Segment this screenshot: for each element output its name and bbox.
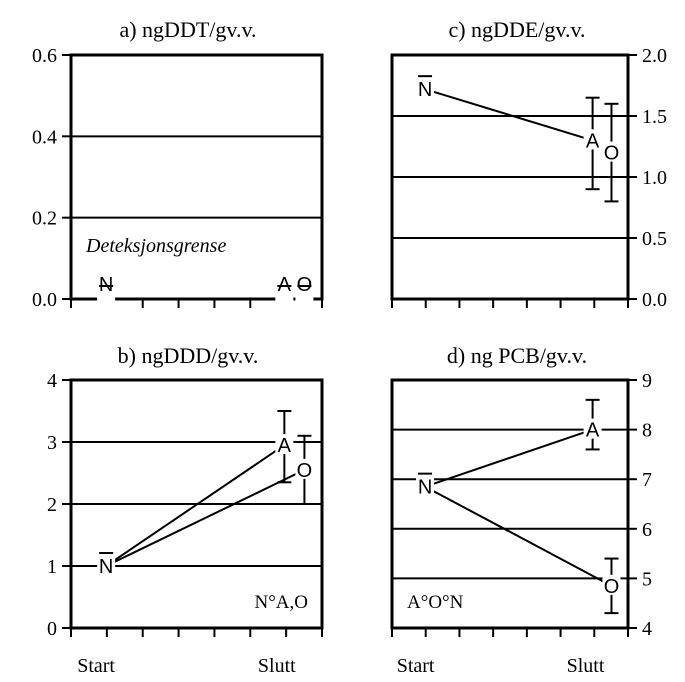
point-marker: A xyxy=(278,274,292,296)
x-label-end: Slutt xyxy=(567,655,605,677)
point-marker: O xyxy=(297,460,313,482)
marker-bg xyxy=(602,141,621,162)
y-tick-label: 3 xyxy=(47,432,57,454)
panel-title: c) ngDDE/gv.v. xyxy=(448,17,585,42)
y-tick-label: 1.5 xyxy=(642,106,667,128)
panel-annotation: N°A,O xyxy=(254,592,308,613)
plot-frame xyxy=(69,53,324,301)
y-tick-label: 0.4 xyxy=(32,126,57,148)
point-marker: A xyxy=(586,130,600,152)
y-tick-label: 8 xyxy=(642,420,652,442)
x-label-start: Start xyxy=(77,655,115,677)
point-marker: O xyxy=(297,274,313,296)
marker-bg xyxy=(295,458,314,479)
y-tick-label: 5 xyxy=(642,568,652,590)
marker-bg xyxy=(602,574,621,595)
marker-bg xyxy=(583,418,602,439)
point-marker: O xyxy=(604,576,620,598)
series-line xyxy=(424,88,593,142)
series-line xyxy=(105,469,305,567)
y-tick-label: 1 xyxy=(47,556,57,578)
panel-annotation: A°O°N xyxy=(407,592,464,613)
y-tick-label: 2 xyxy=(47,494,57,516)
y-tick-label: 4 xyxy=(642,618,652,640)
y-tick-label: 0.2 xyxy=(32,208,57,230)
panel-title: b) ngDDD/gv.v. xyxy=(118,343,259,368)
y-tick-label: 9 xyxy=(642,370,652,392)
point-marker: O xyxy=(604,143,620,165)
point-marker: A xyxy=(586,420,600,442)
chart-panel: c) ngDDE/gv.v. 0.0 0.5 1.0 1.5 2.0 N AO xyxy=(390,17,667,311)
panel-title: d) ng PCB/gv.v. xyxy=(447,343,587,368)
marker-bg xyxy=(275,434,294,455)
chart-panel: d) ng PCB/gv.v. 4 5 6 7 8 9 N A O A°O°N Start Slutt xyxy=(390,343,652,677)
chart-panel: a) ngDDT/gv.v. 0.0 0.2 0.4 0.6 N A O Deteksjonsg… xyxy=(32,17,324,311)
marker-bg xyxy=(416,475,435,496)
y-tick-label: 4 xyxy=(47,370,57,392)
x-label-start: Start xyxy=(397,655,435,677)
x-label-end: Slutt xyxy=(258,655,296,677)
marker-bg xyxy=(97,555,116,575)
marker-bg xyxy=(583,129,602,150)
panel-title: a) ngDDT/gv.v. xyxy=(119,17,256,42)
point-marker: N xyxy=(99,274,113,296)
point-marker: A xyxy=(278,435,292,457)
marker-bg xyxy=(416,78,435,99)
series-line xyxy=(105,444,285,567)
y-tick-label: 1.0 xyxy=(642,167,667,189)
y-tick-label: 0.0 xyxy=(642,289,667,311)
series-line xyxy=(424,428,593,488)
marker-bg xyxy=(295,288,314,308)
marker-bg xyxy=(275,288,294,308)
point-marker: N xyxy=(418,79,432,101)
point-marker: N xyxy=(99,556,113,578)
point-marker: N xyxy=(418,477,432,499)
y-tick-label: 6 xyxy=(642,519,652,541)
marker-bg xyxy=(97,288,116,308)
chart-panel: b) ngDDD/gv.v. 0 1 2 3 4 N AO N°A,O Start Slutt xyxy=(47,343,324,677)
y-tick-label: 0.0 xyxy=(32,289,57,311)
y-tick-label: 2.0 xyxy=(642,45,667,67)
y-tick-label: 0 xyxy=(47,618,57,640)
plot-frame xyxy=(390,378,630,630)
y-tick-label: 7 xyxy=(642,469,652,491)
y-tick-label: 0.6 xyxy=(32,45,57,67)
panel-annotation: Deteksjonsgrense xyxy=(85,235,226,257)
series-line xyxy=(424,485,612,587)
y-tick-label: 0.5 xyxy=(642,228,667,250)
